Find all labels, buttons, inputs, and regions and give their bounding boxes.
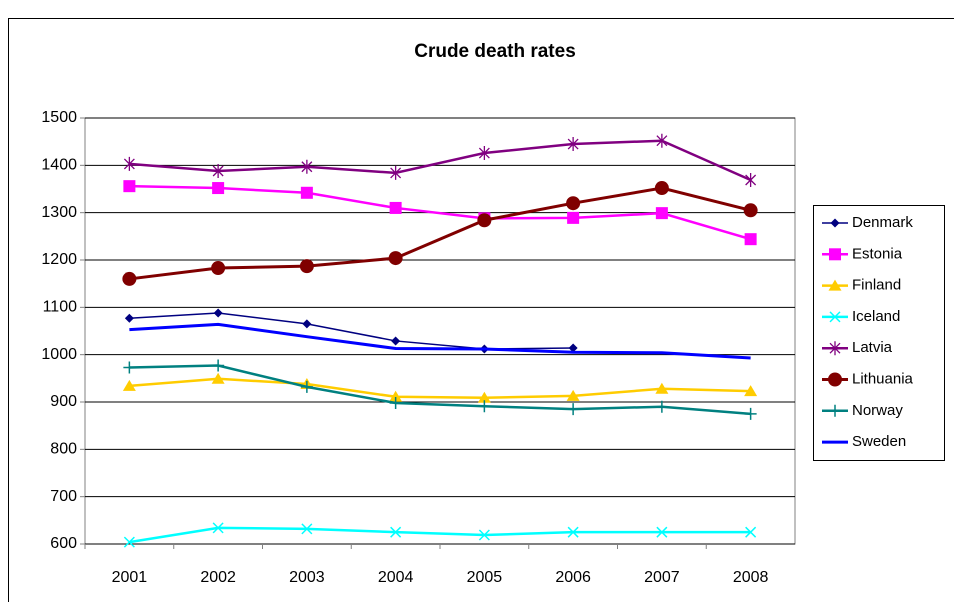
data-point (568, 343, 578, 353)
data-point (745, 173, 757, 188)
x-tick-label: 2004 (378, 569, 414, 586)
data-point (299, 259, 314, 274)
legend-marker (829, 311, 841, 323)
data-point (567, 137, 579, 152)
data-point (389, 396, 402, 409)
series-line (129, 364, 751, 416)
data-point (391, 336, 401, 346)
legend-marker (829, 341, 841, 356)
x-tick-label: 2006 (555, 569, 591, 586)
y-tick-label: 1400 (41, 157, 77, 174)
legend-label: Denmark (852, 214, 913, 231)
data-point (744, 407, 757, 420)
data-point (123, 361, 136, 374)
series-line (129, 526, 751, 544)
x-tick-label: 2007 (644, 569, 680, 586)
data-point (656, 526, 668, 538)
data-point (478, 529, 490, 541)
data-point (478, 400, 491, 413)
data-point (122, 271, 137, 286)
data-point (123, 156, 135, 171)
data-point (302, 319, 312, 329)
data-point (389, 201, 402, 214)
data-point (389, 390, 403, 402)
legend-label: Lithuania (852, 370, 914, 387)
data-point (567, 526, 579, 538)
data-point (390, 165, 402, 180)
y-tick-label: 600 (50, 535, 77, 552)
data-point (567, 403, 580, 416)
data-point (567, 211, 580, 224)
data-point (123, 536, 135, 548)
x-tick-label: 2002 (200, 569, 236, 586)
x-tick-label: 2005 (467, 569, 503, 586)
data-point (301, 523, 313, 535)
data-point (654, 181, 669, 196)
data-point (388, 251, 403, 266)
data-point (478, 146, 490, 161)
data-point (300, 186, 313, 199)
series-line (129, 139, 752, 182)
data-point (745, 526, 757, 538)
data-point (301, 159, 313, 174)
data-point (655, 207, 668, 220)
legend-marker (829, 248, 841, 261)
y-tick-label: 1000 (41, 346, 77, 363)
legend-box (813, 205, 945, 461)
legend-label: Norway (852, 402, 903, 419)
data-point (744, 385, 758, 397)
y-tick-label: 1500 (41, 109, 77, 126)
data-point (122, 379, 136, 391)
data-point (124, 313, 134, 323)
legend-marker (830, 218, 840, 228)
x-tick-label: 2003 (289, 569, 325, 586)
x-tick-label: 2008 (733, 569, 769, 586)
legend-label: Sweden (852, 433, 906, 450)
x-tick-label: 2001 (112, 569, 148, 586)
y-tick-label: 1300 (41, 204, 77, 221)
chart-title: Crude death rates (414, 41, 576, 62)
data-point (211, 261, 226, 276)
data-point (212, 164, 224, 179)
data-point (212, 359, 225, 372)
data-point (656, 133, 668, 148)
data-point (744, 233, 757, 246)
data-point (655, 400, 668, 413)
legend-marker (828, 279, 842, 291)
legend-label: Estonia (852, 245, 903, 262)
data-point (743, 203, 758, 218)
data-point (212, 522, 224, 534)
legend-marker (829, 404, 841, 417)
series-line (129, 322, 751, 360)
data-point (390, 526, 402, 538)
data-point (477, 213, 492, 228)
series-line (129, 184, 751, 241)
data-point (123, 180, 136, 193)
data-point (477, 391, 491, 403)
data-point (300, 380, 313, 393)
legend-label: Latvia (852, 339, 893, 356)
plot-area (84, 117, 796, 545)
data-point (566, 389, 580, 401)
y-tick-label: 800 (50, 441, 77, 458)
data-point (566, 196, 581, 211)
y-tick-label: 700 (50, 488, 77, 505)
legend-label: Finland (852, 277, 901, 294)
legend-label: Iceland (852, 308, 900, 325)
series-line (129, 377, 751, 399)
data-point (213, 308, 223, 318)
series-line (129, 186, 751, 281)
legend-marker (828, 372, 842, 387)
y-tick-label: 1100 (43, 299, 78, 316)
data-point (212, 182, 225, 195)
y-tick-label: 1200 (41, 251, 77, 268)
data-point (211, 372, 225, 384)
y-tick-label: 900 (50, 393, 77, 410)
data-point (655, 382, 669, 394)
